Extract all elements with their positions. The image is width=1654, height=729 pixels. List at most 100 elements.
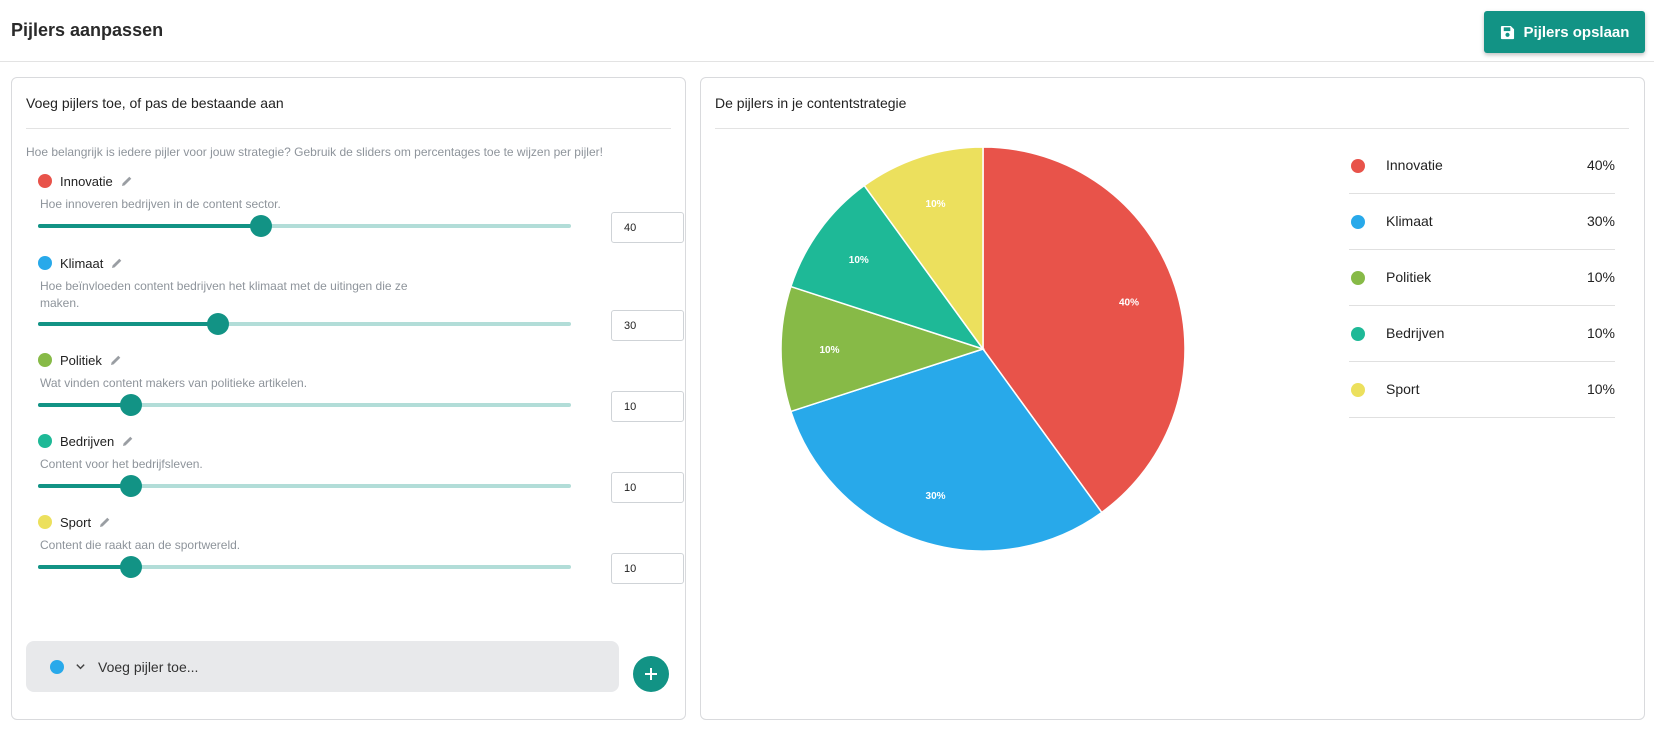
slider-track bbox=[38, 224, 571, 228]
new-pillar-color-dot[interactable] bbox=[50, 659, 64, 674]
slider-thumb[interactable] bbox=[120, 394, 143, 416]
pillar-header: Klimaat bbox=[38, 254, 123, 272]
pillar-color-dot bbox=[38, 434, 52, 448]
pencil-icon[interactable] bbox=[121, 175, 133, 187]
pillar-editor-card: Voeg pijlers toe, of pas de bestaande aa… bbox=[11, 77, 686, 720]
pillar-slider[interactable] bbox=[38, 215, 571, 237]
slider-track bbox=[38, 403, 571, 407]
slider-fill bbox=[38, 565, 132, 569]
legend-color-dot bbox=[1351, 271, 1365, 285]
plus-icon bbox=[645, 668, 657, 680]
pie-slice-bedrijven[interactable] bbox=[789, 184, 985, 351]
pillar-slider[interactable] bbox=[38, 394, 571, 416]
editor-title: Voeg pijlers toe, of pas de bestaande aa… bbox=[26, 95, 284, 111]
pillar-description: Hoe innoveren bedrijven in de content se… bbox=[40, 197, 281, 211]
pillar-name: Innovatie bbox=[60, 173, 113, 189]
pillar-percentage-input[interactable] bbox=[611, 472, 684, 503]
legend-color-dot bbox=[1351, 327, 1365, 341]
legend-color-dot bbox=[1351, 215, 1365, 229]
slider-thumb[interactable] bbox=[120, 556, 143, 578]
pencil-icon[interactable] bbox=[110, 354, 122, 366]
legend-value: 10% bbox=[1586, 269, 1615, 285]
legend-value: 30% bbox=[1586, 213, 1615, 229]
slider-fill bbox=[38, 403, 132, 407]
pencil-icon[interactable] bbox=[99, 516, 111, 528]
pie-data-label: 10% bbox=[849, 255, 869, 266]
page-header: Pijlers aanpassen Pijlers opslaan bbox=[0, 0, 1654, 62]
legend-item-politiek: Politiek 10% bbox=[1349, 250, 1615, 306]
pillar-slider[interactable] bbox=[38, 313, 571, 335]
slider-thumb[interactable] bbox=[250, 215, 273, 237]
pie-slice-innovatie[interactable] bbox=[982, 146, 1186, 514]
pencil-icon[interactable] bbox=[122, 435, 134, 447]
slider-fill bbox=[38, 484, 132, 488]
editor-divider bbox=[26, 128, 671, 129]
legend-item-bedrijven: Bedrijven 10% bbox=[1349, 306, 1615, 362]
pie-slice-politiek[interactable] bbox=[780, 285, 986, 413]
pillar-name: Sport bbox=[60, 514, 92, 530]
pillar-percentage-input[interactable] bbox=[611, 553, 684, 584]
pie-data-label: 30% bbox=[926, 491, 946, 502]
legend-color-dot bbox=[1351, 383, 1365, 397]
pillar-header: Innovatie bbox=[38, 172, 133, 190]
pillar-header: Politiek bbox=[38, 351, 122, 369]
add-pillar-button[interactable] bbox=[633, 656, 669, 692]
pillar-description: Content die raakt aan de sportwereld. bbox=[40, 538, 241, 552]
pie-data-label: 40% bbox=[1119, 298, 1139, 309]
chart-panel-title: De pijlers in je contentstrategie bbox=[715, 95, 907, 111]
legend-value: 10% bbox=[1586, 325, 1615, 341]
pillar-color-dot bbox=[38, 174, 52, 188]
pie-slice-klimaat[interactable] bbox=[789, 348, 1103, 552]
chevron-down-icon[interactable] bbox=[75, 661, 86, 672]
legend-value: 40% bbox=[1586, 157, 1615, 173]
pie-data-label: 10% bbox=[819, 345, 839, 356]
pillar-name: Klimaat bbox=[60, 255, 104, 271]
pie-data-label: 10% bbox=[926, 199, 946, 210]
legend-item-sport: Sport 10% bbox=[1349, 362, 1615, 418]
pillar-slider[interactable] bbox=[38, 556, 571, 578]
save-pillars-button[interactable]: Pijlers opslaan bbox=[1484, 11, 1645, 53]
slider-thumb[interactable] bbox=[120, 475, 143, 497]
chart-panel-divider bbox=[715, 128, 1629, 129]
legend-label: Bedrijven bbox=[1386, 325, 1445, 341]
legend-item-klimaat: Klimaat 30% bbox=[1349, 194, 1615, 250]
save-pillars-label: Pijlers opslaan bbox=[1523, 23, 1630, 41]
legend-label: Klimaat bbox=[1386, 213, 1433, 229]
pillar-chart-card: De pijlers in je contentstrategie 40% 30%… bbox=[700, 77, 1645, 720]
legend-color-dot bbox=[1351, 159, 1365, 173]
add-pillar-select[interactable]: Voeg pijler toe... bbox=[26, 641, 619, 692]
pie-slice-sport[interactable] bbox=[863, 146, 984, 352]
legend-label: Innovatie bbox=[1386, 157, 1443, 173]
pillar-description: Content voor het bedrijfsleven. bbox=[40, 457, 203, 471]
add-pillar-placeholder: Voeg pijler toe... bbox=[98, 658, 199, 675]
pillar-header: Bedrijven bbox=[38, 432, 134, 450]
pillar-percentage-input[interactable] bbox=[611, 212, 684, 243]
legend-value: 10% bbox=[1586, 381, 1615, 397]
pillar-percentage-input[interactable] bbox=[611, 310, 684, 341]
slider-track bbox=[38, 484, 571, 488]
pie-legend: Innovatie 40% Klimaat 30% Politiek 10% Bedrijv… bbox=[1349, 138, 1615, 418]
pencil-icon[interactable] bbox=[111, 257, 123, 269]
pillar-percentage-input[interactable] bbox=[611, 391, 684, 422]
slider-track bbox=[38, 322, 571, 326]
legend-item-innovatie: Innovatie 40% bbox=[1349, 138, 1615, 194]
pillar-description: Wat vinden content makers van politieke … bbox=[40, 376, 308, 390]
legend-label: Sport bbox=[1386, 381, 1420, 397]
floppy-disk-icon bbox=[1500, 25, 1514, 39]
pillar-name: Politiek bbox=[60, 352, 102, 368]
pillar-name: Bedrijven bbox=[60, 433, 115, 449]
pillar-pie-chart: 40% 30% 10% 10% 10% bbox=[780, 146, 1186, 552]
slider-fill bbox=[38, 224, 262, 228]
slider-fill bbox=[38, 322, 218, 326]
page-title: Pijlers aanpassen bbox=[11, 20, 164, 40]
legend-label: Politiek bbox=[1386, 269, 1432, 285]
pillar-color-dot bbox=[38, 256, 52, 270]
pillar-header: Sport bbox=[38, 513, 111, 531]
slider-thumb[interactable] bbox=[206, 313, 229, 335]
pillar-description: Hoe beïnvloeden content bedrijven het kl… bbox=[40, 279, 408, 310]
pillar-slider[interactable] bbox=[38, 475, 571, 497]
slider-track bbox=[38, 565, 571, 569]
editor-intro: Hoe belangrijk is iedere pijler voor jou… bbox=[26, 145, 603, 159]
pillar-color-dot bbox=[38, 353, 52, 367]
pillar-color-dot bbox=[38, 515, 52, 529]
